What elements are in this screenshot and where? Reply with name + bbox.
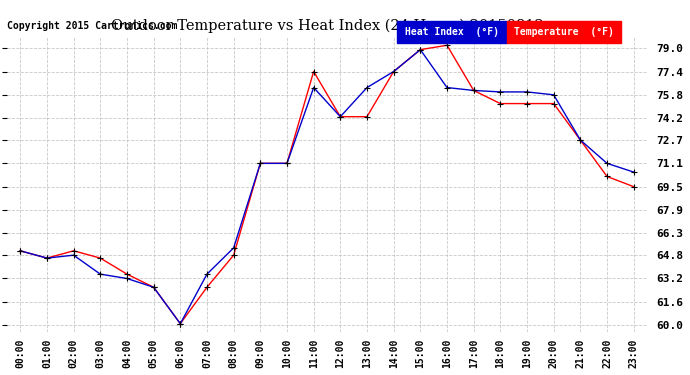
Temperature  (°F)	[150, 285, 158, 290]
Temperature  (°F)	[283, 161, 291, 166]
Text: Temperature  (°F): Temperature (°F)	[514, 27, 614, 37]
Heat Index  (°F)	[310, 85, 318, 90]
Temperature  (°F)	[363, 114, 371, 119]
Temperature  (°F)	[629, 184, 638, 189]
Heat Index  (°F)	[496, 90, 504, 94]
Heat Index  (°F)	[363, 85, 371, 90]
Text: Copyright 2015 Cartronics.com: Copyright 2015 Cartronics.com	[7, 21, 177, 31]
Heat Index  (°F)	[523, 90, 531, 94]
Heat Index  (°F)	[549, 93, 558, 97]
Temperature  (°F)	[123, 272, 131, 276]
Heat Index  (°F)	[256, 161, 264, 166]
Temperature  (°F)	[336, 114, 344, 119]
Heat Index  (°F)	[629, 170, 638, 174]
Heat Index  (°F)	[390, 69, 398, 74]
Heat Index  (°F)	[70, 253, 78, 257]
Temperature  (°F)	[523, 101, 531, 106]
Heat Index  (°F)	[96, 272, 104, 276]
Title: Outdoor Temperature vs Heat Index (24 Hours) 20150812: Outdoor Temperature vs Heat Index (24 Ho…	[110, 18, 543, 33]
Heat Index  (°F)	[443, 85, 451, 90]
Temperature  (°F)	[230, 253, 238, 257]
Temperature  (°F)	[496, 101, 504, 106]
Temperature  (°F)	[16, 249, 24, 253]
Heat Index  (°F)	[416, 47, 424, 52]
Heat Index  (°F)	[469, 88, 477, 93]
Line: Heat Index  (°F): Heat Index (°F)	[17, 46, 637, 327]
Temperature  (°F)	[176, 321, 184, 326]
Temperature  (°F)	[203, 285, 211, 290]
Temperature  (°F)	[43, 256, 51, 260]
Temperature  (°F)	[390, 69, 398, 74]
Temperature  (°F)	[603, 174, 611, 179]
Temperature  (°F)	[310, 69, 318, 74]
Heat Index  (°F)	[123, 276, 131, 281]
Heat Index  (°F)	[603, 161, 611, 166]
Heat Index  (°F)	[203, 272, 211, 276]
Heat Index  (°F)	[16, 249, 24, 253]
Heat Index  (°F)	[283, 161, 291, 166]
Temperature  (°F)	[416, 47, 424, 52]
Temperature  (°F)	[576, 138, 584, 142]
Heat Index  (°F)	[230, 246, 238, 250]
Temperature  (°F)	[96, 256, 104, 260]
Temperature  (°F)	[256, 161, 264, 166]
Heat Index  (°F)	[576, 138, 584, 142]
Line: Temperature  (°F): Temperature (°F)	[17, 42, 637, 327]
Heat Index  (°F)	[43, 256, 51, 260]
Text: Heat Index  (°F): Heat Index (°F)	[405, 27, 499, 37]
Temperature  (°F)	[70, 249, 78, 253]
Heat Index  (°F)	[176, 321, 184, 326]
Temperature  (°F)	[549, 101, 558, 106]
Heat Index  (°F)	[336, 114, 344, 119]
Temperature  (°F)	[469, 88, 477, 93]
Temperature  (°F)	[443, 43, 451, 48]
Heat Index  (°F)	[150, 285, 158, 290]
